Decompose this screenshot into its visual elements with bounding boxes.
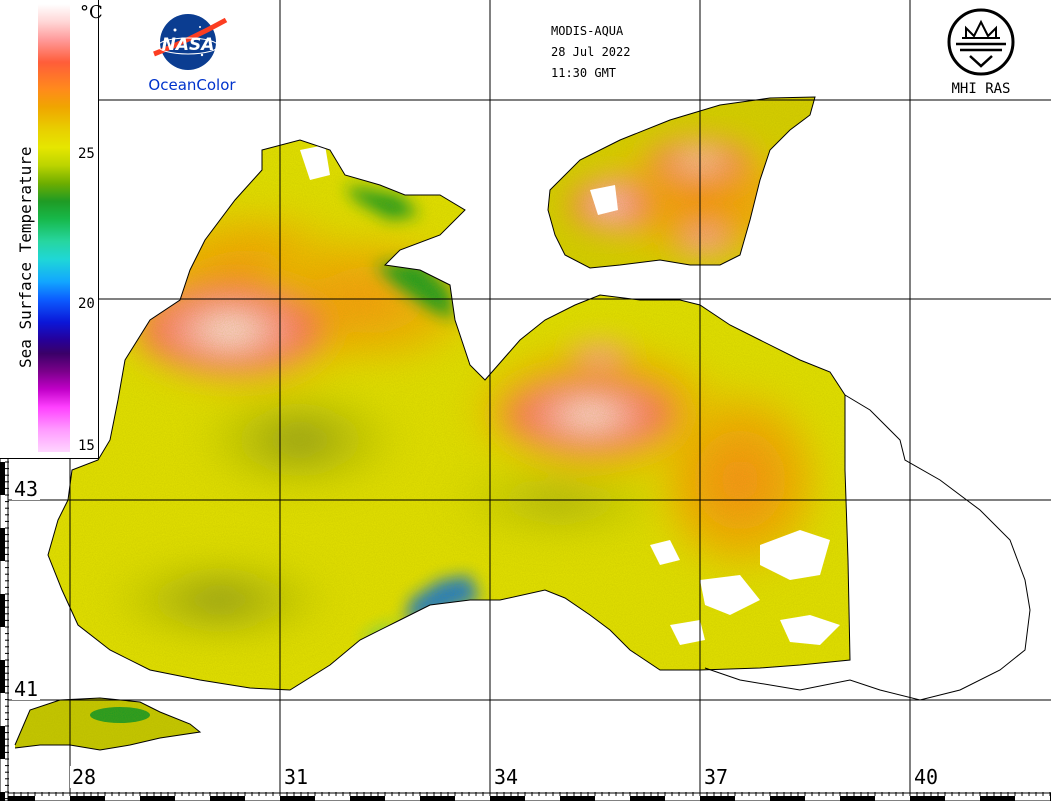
lon-label-37: 37 — [702, 765, 731, 789]
legend-tick-15: 15 — [78, 438, 95, 454]
nasa-oceancolor-logo: NASA OceanColor — [140, 10, 250, 96]
temperature-legend: Sea Surface Temperature °C 25 20 15 — [0, 0, 103, 459]
mhi-ras-logo: MHI RAS — [942, 8, 1022, 98]
lat-label-41: 41 — [12, 677, 41, 701]
nasa-wordmark: NASA — [162, 35, 215, 55]
sensor-label: MODIS-AQUA — [551, 24, 624, 38]
longitude-scale-bar — [0, 792, 1051, 801]
mhi-ras-caption: MHI RAS — [951, 81, 1010, 97]
lon-label-31: 31 — [282, 765, 311, 789]
temperature-color-ramp — [38, 4, 70, 452]
mhi-ras-emblem-icon: MHI RAS — [947, 8, 1015, 97]
lon-label-34: 34 — [492, 765, 521, 789]
lon-label-28: 28 — [70, 765, 99, 789]
date-label: 28 Jul 2022 — [551, 45, 631, 59]
nasa-meatball-icon: NASA OceanColor — [148, 14, 236, 94]
legend-title: Sea Surface Temperature — [16, 146, 35, 368]
time-label: 11:30 GMT — [551, 66, 617, 80]
lat-label-43: 43 — [12, 477, 41, 501]
legend-tick-20: 20 — [78, 296, 95, 312]
legend-tick-25: 25 — [78, 146, 95, 162]
legend-unit: °C — [80, 2, 103, 23]
lon-label-40: 40 — [912, 765, 941, 789]
oceancolor-caption: OceanColor — [148, 76, 236, 94]
